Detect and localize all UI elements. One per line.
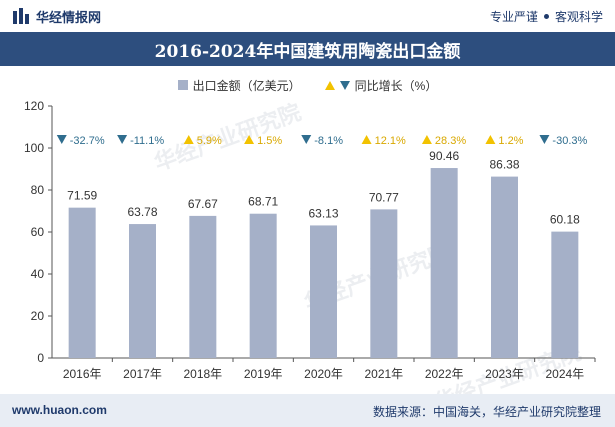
legend-item-export: 出口金额（亿美元） xyxy=(177,77,301,94)
slogan-text-1: 专业严谨 xyxy=(489,10,538,24)
bar-value-label: 71.59 xyxy=(67,189,97,203)
x-tick-label: 2019年 xyxy=(244,367,283,381)
bar-value-label: 60.18 xyxy=(550,213,580,227)
legend-triangle-down-icon xyxy=(339,80,350,90)
bar xyxy=(68,207,96,358)
growth-rate-label: 5.9% xyxy=(197,135,222,147)
growth-up-triangle xyxy=(421,135,432,144)
bar-value-label: 67.67 xyxy=(188,197,218,211)
growth-rate-label: 28.3% xyxy=(435,135,466,147)
growth-rate-label: 1.5% xyxy=(257,135,282,147)
bar-value-label: 63.13 xyxy=(308,206,338,220)
website-link[interactable]: www.huaon.com xyxy=(12,403,107,417)
bar xyxy=(249,213,277,358)
y-tick-label: 60 xyxy=(31,225,45,239)
growth-rate-label: -32.7% xyxy=(70,135,105,147)
bar xyxy=(129,224,156,358)
legend-triangle-up-icon xyxy=(324,80,335,90)
bar-value-label: 63.78 xyxy=(127,205,157,219)
growth-rate-label: -30.3% xyxy=(552,135,587,147)
bar xyxy=(551,231,579,358)
bar xyxy=(310,225,337,358)
bar xyxy=(430,168,458,358)
data-source: 数据来源：中国海关，华经产业研究院整理 xyxy=(372,405,601,419)
y-tick-label: 40 xyxy=(31,267,45,281)
x-tick-label: 2021年 xyxy=(364,367,403,381)
slogan: 专业严谨 客观科学 xyxy=(490,8,603,25)
growth-rate-label: -8.1% xyxy=(314,135,343,147)
growth-up-triangle xyxy=(361,135,372,144)
y-tick-label: 100 xyxy=(24,141,44,155)
growth-down-triangle xyxy=(56,135,67,144)
legend-label-export: 出口金额（亿美元） xyxy=(192,78,301,93)
bar-value-label: 90.46 xyxy=(429,149,459,163)
bar xyxy=(491,176,518,358)
y-tick-label: 20 xyxy=(31,309,45,323)
growth-down-triangle xyxy=(301,135,312,144)
x-tick-label: 2022年 xyxy=(425,367,464,381)
bar-logo-icon xyxy=(13,8,29,24)
y-tick-label: 0 xyxy=(37,351,44,365)
y-tick-label: 120 xyxy=(24,99,44,113)
growth-up-triangle xyxy=(485,135,496,144)
bar-value-label: 86.38 xyxy=(489,158,519,172)
bar-chart: 0 20 40 60 80 100 120 2016年 71.59 -32.7% 2017年 63.7… xyxy=(24,99,596,381)
growth-rate-label: 12.1% xyxy=(375,135,406,147)
brand[interactable]: 华经情报网 xyxy=(12,7,101,25)
growth-down-triangle xyxy=(539,135,550,144)
dot-separator-icon xyxy=(543,14,549,19)
growth-up-triangle xyxy=(183,135,194,144)
growth-up-triangle xyxy=(244,135,255,144)
bar-value-label: 70.77 xyxy=(369,190,399,204)
x-tick-label: 2016年 xyxy=(63,367,102,381)
bar xyxy=(370,209,398,358)
legend-label-growth: 同比增长（%） xyxy=(354,78,438,93)
bar-value-label: 68.71 xyxy=(248,195,278,209)
growth-rate-label: -11.1% xyxy=(130,135,164,147)
x-tick-label: 2018年 xyxy=(183,367,222,381)
legend-swatch-bar xyxy=(177,80,188,90)
chart-title: 2016-2024年中国建筑用陶瓷出口金额 xyxy=(0,32,615,66)
x-tick-label: 2020年 xyxy=(304,367,343,381)
y-tick-label: 80 xyxy=(31,183,45,197)
top-bar: 华经情报网 专业严谨 客观科学 xyxy=(0,0,615,32)
growth-rate-label: 1.2% xyxy=(498,135,523,147)
slogan-text-2: 客观科学 xyxy=(554,10,603,24)
chart-legend: 出口金额（亿美元） 同比增长（%） xyxy=(0,75,615,95)
footer: www.huaon.com 数据来源：中国海关，华经产业研究院整理 xyxy=(0,394,615,427)
x-tick-label: 2017年 xyxy=(123,367,162,381)
x-tick-label: 2024年 xyxy=(545,367,584,381)
bar xyxy=(189,215,217,358)
x-tick-label: 2023年 xyxy=(485,367,524,381)
brand-name: 华经情报网 xyxy=(36,9,102,25)
growth-down-triangle xyxy=(117,135,128,144)
legend-item-growth: 同比增长（%） xyxy=(324,77,438,94)
